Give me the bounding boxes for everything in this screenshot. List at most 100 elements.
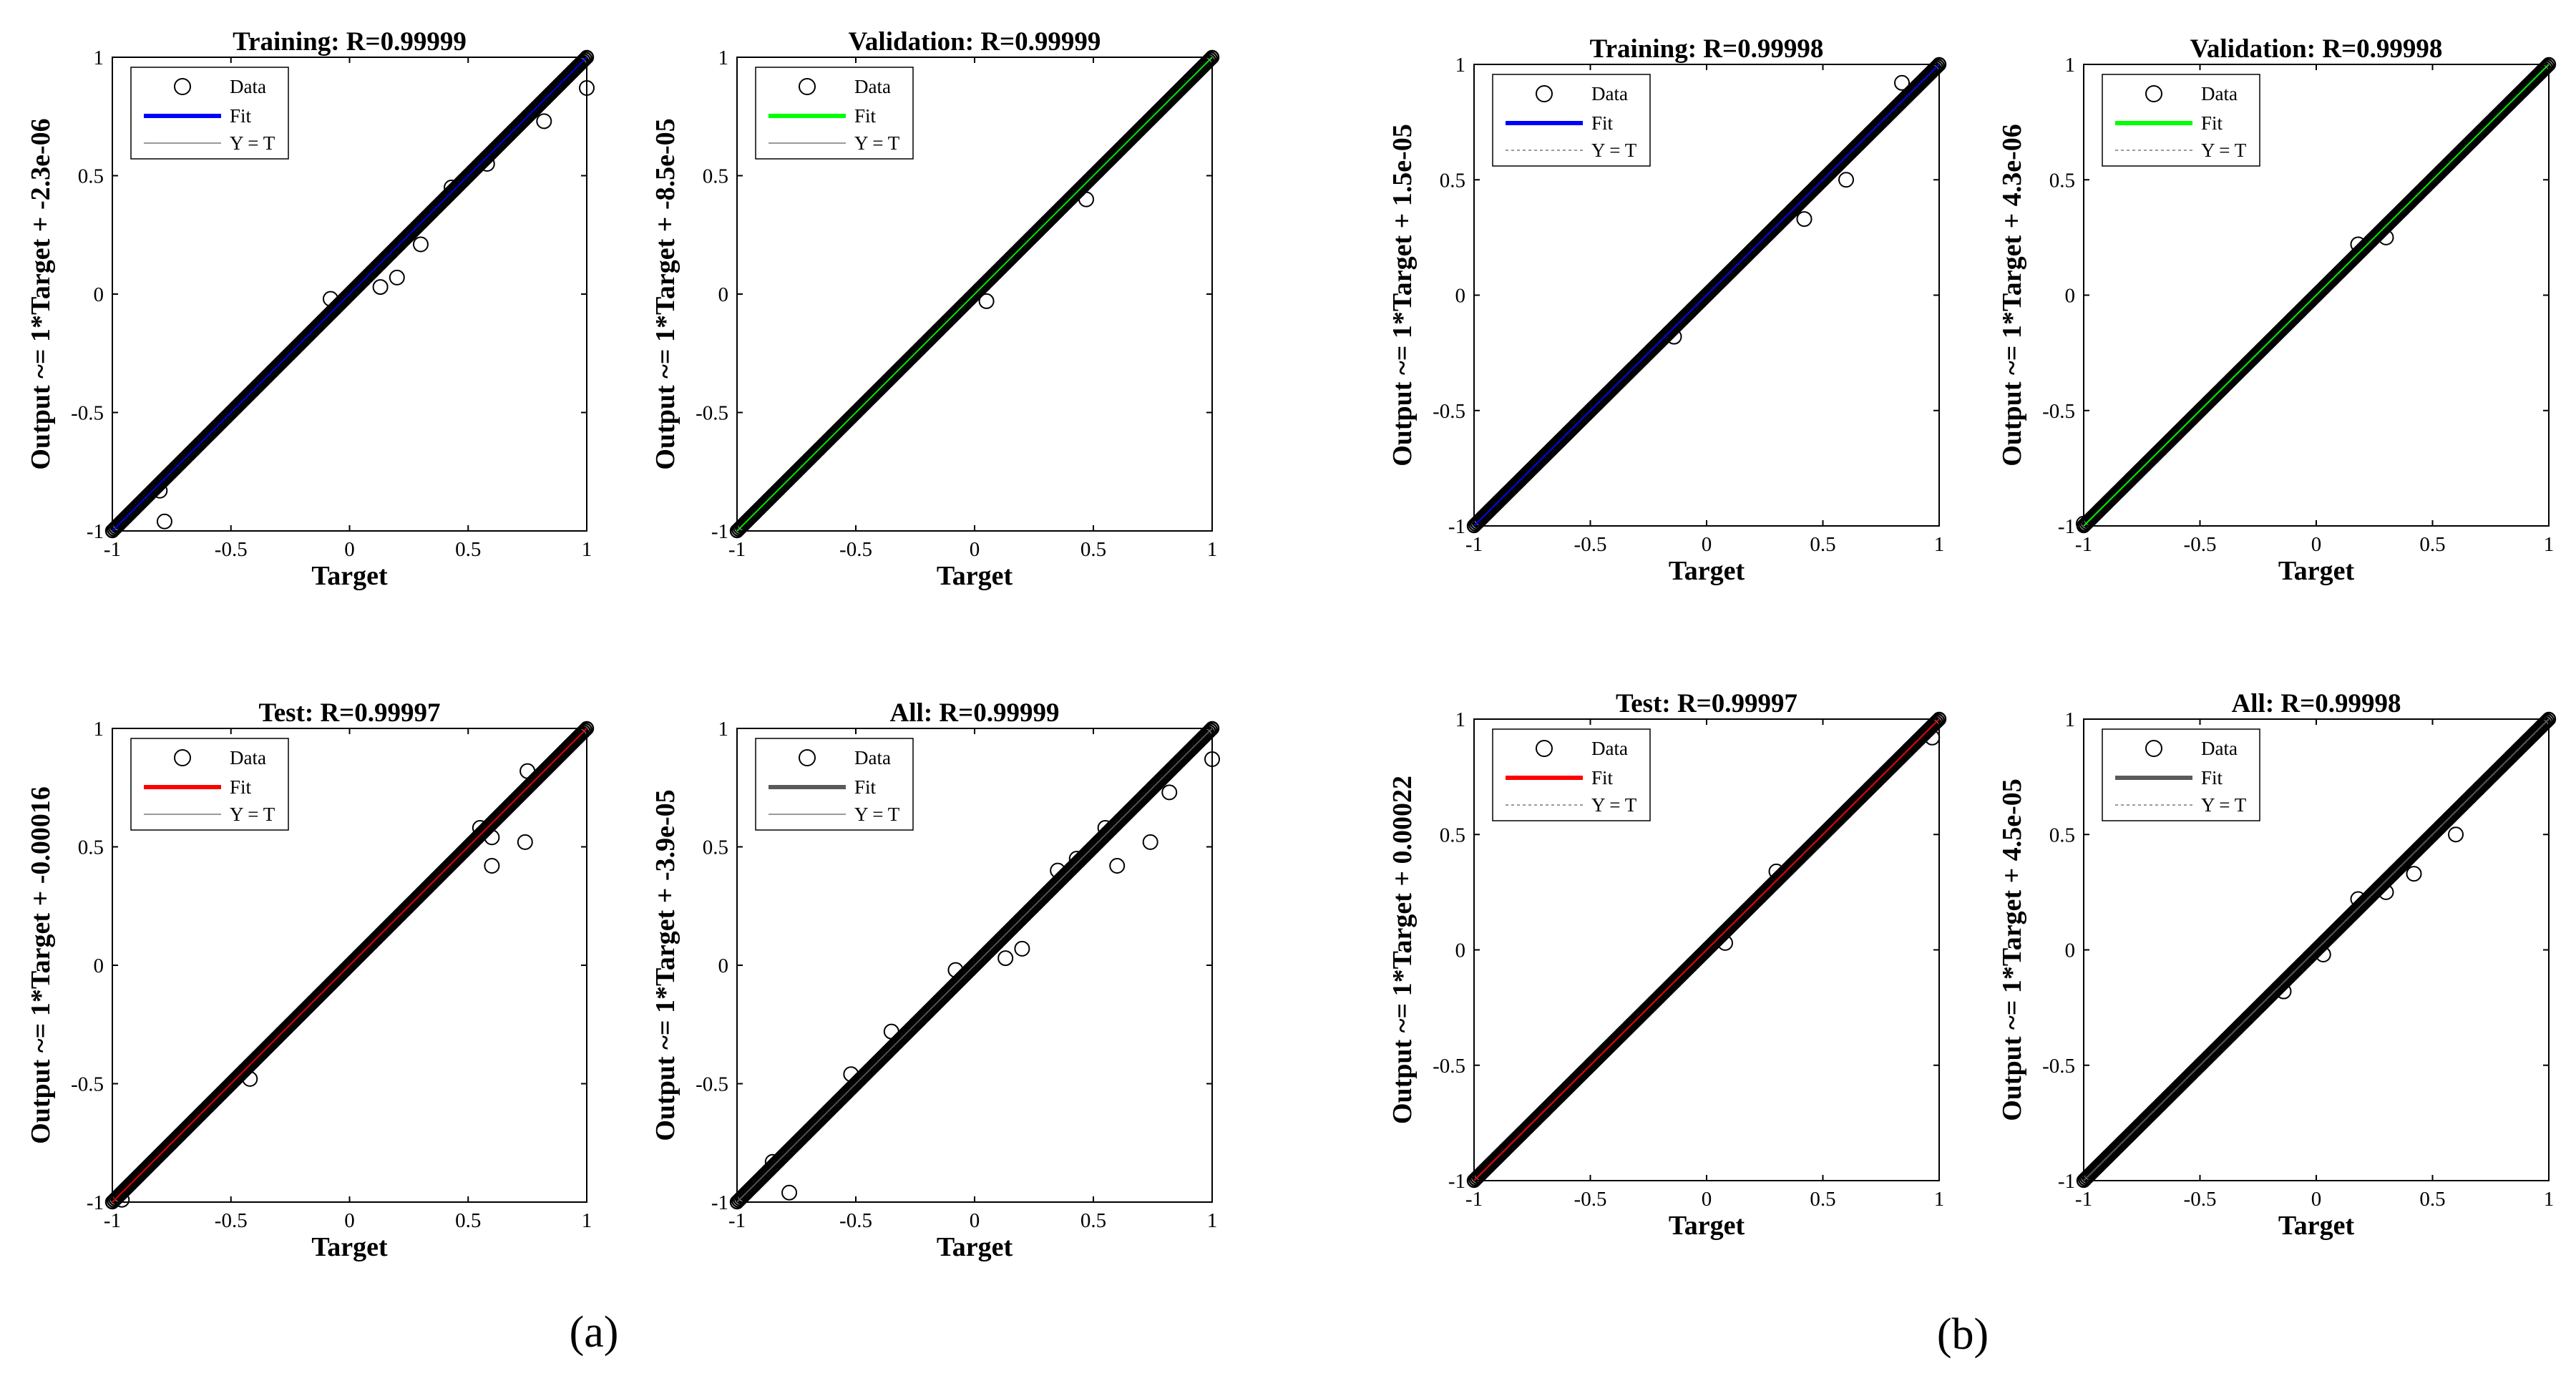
chart-2-ytick-label: 0.5	[703, 165, 728, 188]
chart-4-data-point	[1050, 862, 1066, 879]
chart-3-data-point	[576, 724, 591, 739]
chart-4-xtick-label: 0	[970, 1209, 980, 1232]
chart-2-xtick-label: 0.5	[1080, 538, 1106, 561]
chart-1-xtick-label: 0	[344, 538, 355, 561]
chart-3-legend-ref-label: Y = T	[230, 804, 275, 825]
chart-8-ytick-label: 1	[2065, 708, 2076, 731]
chart-7-data-points	[1466, 711, 1947, 1189]
chart-4-data-point	[947, 962, 964, 978]
chart-3-title: Test: R=0.99997	[258, 698, 440, 728]
chart-3-data-point	[577, 723, 592, 738]
chart-8-xtick-label: 0	[2311, 1188, 2322, 1211]
chart-8-data-point	[2378, 884, 2394, 900]
chart-6-ytick-label: 0	[2065, 285, 2076, 308]
chart-3-data-point	[484, 829, 500, 846]
chart-1-xlabel: Target	[311, 561, 388, 591]
chart-6-xtick-label: 1	[2544, 533, 2555, 556]
chart-8-data-point	[2538, 715, 2553, 730]
chart-3-data-point	[575, 726, 590, 741]
chart-6-legend-ref-label: Y = T	[2201, 140, 2247, 161]
chart-7-data-point	[1768, 863, 1785, 879]
chart-1-data-point	[372, 279, 389, 296]
chart-2-data-points	[729, 49, 1220, 539]
chart-1: -1 -0.5 0 0.5 1 -1 -0.5 0 0.5 1 Training: R=0.9999…	[26, 27, 595, 591]
chart-6-xlabel: Target	[2278, 556, 2355, 586]
chart-7-data-point	[1930, 713, 1946, 728]
chart-4-data-point	[781, 1184, 798, 1201]
chart-3-xtick-label: 1	[582, 1209, 592, 1232]
chart-6-legend-data-marker	[2145, 85, 2162, 102]
chart-6-ytick-label: -1	[2058, 515, 2075, 538]
chart-1-legend: Data Fit Y = T	[130, 67, 289, 160]
chart-7-xtick-label: -0.5	[1574, 1188, 1607, 1211]
chart-4-legend-fit-label: Fit	[854, 776, 877, 798]
chart-7-xtick-label: 1	[1934, 1188, 1945, 1211]
chart-3-ylabel: Output ~= 1*Target + -0.00016	[26, 786, 56, 1144]
chart-8-title: All: R=0.99998	[2232, 689, 2401, 718]
chart-4: -1 -0.5 0 0.5 1 -1 -0.5 0 0.5 1 All: R=0.99999 Targ…	[650, 698, 1220, 1262]
chart-5-ylabel: Output ~= 1*Target + 1.5e-05	[1387, 124, 1418, 467]
chart-5-data-point	[1928, 60, 1943, 75]
chart-8-ytick-label: -1	[2058, 1170, 2075, 1193]
chart-1-data-point	[577, 52, 592, 67]
chart-7-xtick-label: 0	[1702, 1188, 1712, 1211]
chart-4-xtick-label: 0.5	[1080, 1209, 1106, 1232]
chart-1-data-point	[412, 236, 429, 253]
chart-5-xtick-label: 0	[1702, 533, 1712, 556]
chart-7-ytick-label: -1	[1448, 1170, 1465, 1193]
chart-4-data-point	[1204, 751, 1220, 768]
chart-8-data-point	[2350, 891, 2366, 907]
chart-1-ylabel: Output ~= 1*Target + -2.3e-06	[26, 118, 56, 469]
chart-8-xtick-label: 0.5	[2419, 1188, 2445, 1211]
chart-6-ytick-label: 0.5	[2049, 169, 2075, 192]
chart-1-legend-fit-label: Fit	[230, 105, 252, 127]
chart-2-xtick-label: 0	[970, 538, 980, 561]
chart-6-data-point	[2537, 62, 2552, 77]
chart-4-ylabel: Output ~= 1*Target + -3.9e-05	[650, 789, 680, 1141]
chart-1-legend-data-label: Data	[230, 76, 266, 97]
chart-2-ytick-label: 0	[718, 283, 729, 306]
chart-1-xtick-label: 0.5	[455, 538, 481, 561]
chart-1-data-points	[104, 49, 595, 539]
chart-7-data-point	[1928, 715, 1943, 730]
chart-2-xtick-label: -1	[728, 538, 746, 561]
chart-6-ytick-label: 1	[2065, 54, 2076, 77]
caption-b: (b)	[1937, 1310, 1989, 1359]
chart-1-title: Training: R=0.99999	[233, 27, 467, 57]
chart-8-data-point	[2275, 983, 2292, 1000]
chart-4-legend: Data Fit Y = T	[755, 738, 914, 831]
chart-5-data-point	[1894, 74, 1910, 91]
chart-5-data-point	[1838, 172, 1854, 188]
chart-3-xtick-label: -1	[104, 1209, 121, 1232]
chart-7-legend-data-marker	[1536, 740, 1553, 757]
chart-6-ylabel: Output ~= 1*Target + 4.3e-06	[1997, 124, 2027, 467]
chart-7: -1 -0.5 0 0.5 1 -1 -0.5 0 0.5 1 Test: R=0.99997 Tar…	[1387, 689, 1947, 1241]
chart-4-data-point	[1204, 721, 1220, 736]
chart-1-data-point	[444, 180, 460, 196]
chart-8-ylabel: Output ~= 1*Target + 4.5e-05	[1997, 779, 2027, 1121]
chart-8-ytick-label: 0	[2065, 939, 2076, 962]
chart-5-data-points	[1466, 57, 1947, 534]
chart-2-title: Validation: R=0.99999	[849, 27, 1101, 57]
chart-2-xtick-label: -0.5	[839, 538, 872, 561]
chart-6-xtick-label: -0.5	[2184, 533, 2217, 556]
chart-5-ytick-label: 0	[1455, 285, 1466, 308]
chart-2-legend-ref-label: Y = T	[854, 132, 900, 154]
chart-4-data-points	[729, 721, 1220, 1210]
chart-8-legend-fit-label: Fit	[2201, 767, 2223, 789]
chart-3-legend-fit-label: Fit	[230, 776, 252, 798]
chart-6-data-point	[2350, 236, 2366, 253]
chart-2-ytick-label: -1	[711, 520, 728, 543]
chart-7-fit-line	[1473, 718, 1940, 1181]
chart-7-data-point	[1924, 729, 1941, 746]
chart-4-legend-ref-label: Y = T	[854, 804, 900, 825]
chart-5-xtick-label: -1	[1465, 533, 1483, 556]
chart-4-legend-data-marker	[799, 749, 816, 766]
chart-3-xtick-label: 0.5	[455, 1209, 481, 1232]
chart-2-ytick-label: -0.5	[696, 402, 728, 425]
chart-2-ylabel: Output ~= 1*Target + -8.5e-05	[650, 118, 680, 469]
chart-4-data-point	[764, 1153, 781, 1170]
chart-3-data-point	[484, 857, 500, 874]
chart-6-fit-line	[2083, 64, 2550, 527]
